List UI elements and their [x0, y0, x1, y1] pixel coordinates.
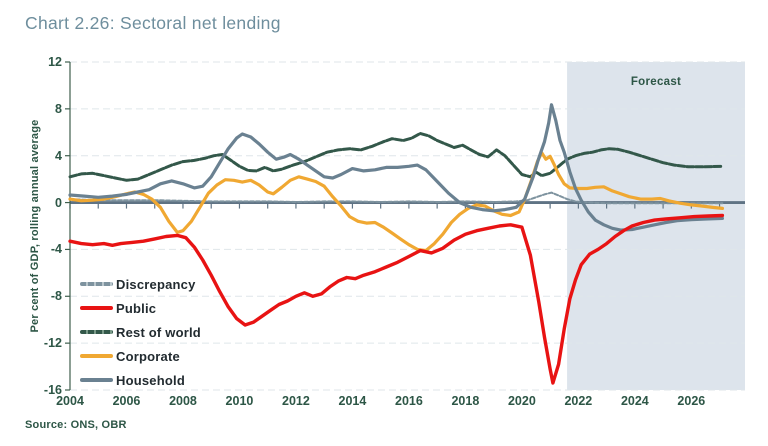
chart-legend: Discrepancy Public Rest of world Corpora…: [80, 272, 201, 392]
legend-swatch-public: [80, 305, 113, 311]
x-tick-label: 2010: [225, 394, 254, 408]
series-line-discrepancy: [69, 191, 724, 205]
x-tick-label: 2008: [169, 394, 197, 408]
legend-label-corporate: Corporate: [116, 348, 180, 364]
x-tick-label: 2018: [451, 394, 480, 408]
x-tick-label: 2016: [395, 394, 423, 408]
y-tick-label: -4: [50, 242, 62, 257]
y-tick-label: 4: [55, 148, 62, 163]
chart-plot: [65, 61, 745, 391]
legend-item-public: Public: [80, 296, 201, 320]
chart-title: Chart 2.26: Sectoral net lending: [25, 13, 281, 33]
y-tick-label: 8: [55, 101, 62, 116]
x-tick-label: 2020: [507, 394, 536, 408]
y-tick-label: -8: [50, 289, 62, 304]
x-tick-label: 2004: [56, 394, 84, 408]
legend-swatch-rest-of-world: [80, 329, 113, 335]
legend-item-household: Household: [80, 368, 201, 392]
legend-item-discrepancy: Discrepancy: [80, 272, 201, 296]
y-tick-label: -16: [43, 383, 62, 397]
series-line-household: [68, 103, 725, 232]
forecast-label: Forecast: [630, 76, 682, 88]
x-tick-label: 2012: [282, 394, 310, 408]
legend-item-rest-of-world: Rest of world: [80, 320, 201, 344]
x-tick-label: 2014: [338, 394, 367, 408]
legend-item-corporate: Corporate: [80, 344, 201, 368]
series-line-corporate: [68, 151, 725, 253]
y-tick-label: 12: [48, 55, 62, 69]
legend-label-public: Public: [116, 300, 157, 316]
legend-swatch-corporate: [80, 353, 113, 359]
legend-swatch-household: [80, 377, 113, 383]
series-line-public: [68, 213, 725, 385]
source-note: Source: ONS, OBR: [25, 419, 127, 431]
x-tick-label: 2022: [564, 394, 593, 408]
y-tick-label: 0: [55, 195, 62, 210]
x-tick-label: 2024: [620, 394, 649, 408]
legend-label-household: Household: [116, 372, 185, 388]
legend-swatch-discrepancy: [80, 282, 113, 286]
legend-label-discrepancy: Discrepancy: [116, 276, 196, 292]
x-tick-label: 2026: [677, 394, 706, 408]
series-line-rest-of-world: [68, 132, 724, 182]
x-tick-label: 2006: [112, 394, 141, 408]
y-tick-label: -12: [43, 336, 62, 351]
legend-label-rest-of-world: Rest of world: [116, 324, 201, 340]
